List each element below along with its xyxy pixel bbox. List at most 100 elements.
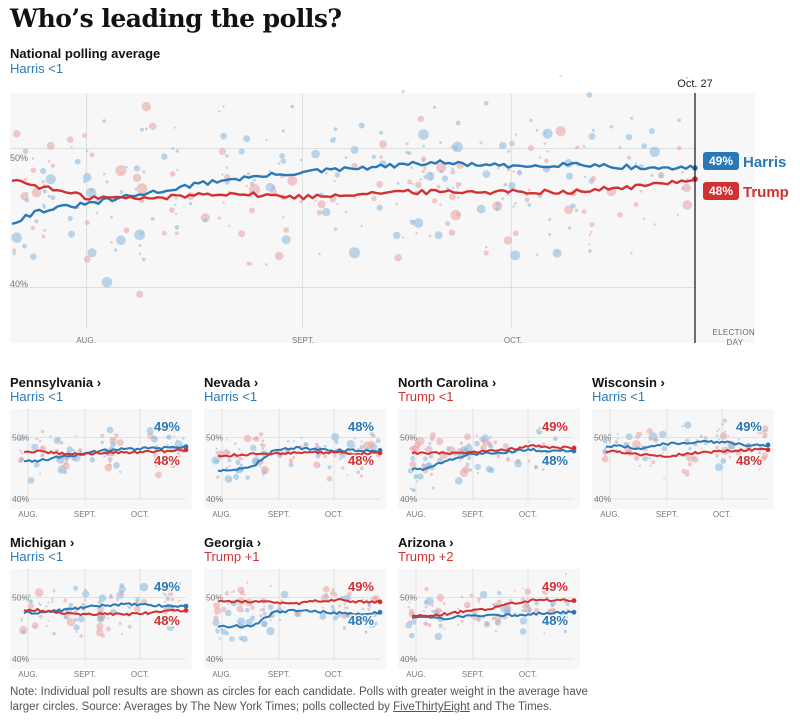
national-heading: National polling average xyxy=(10,46,161,61)
state-title-michigan[interactable]: Michigan › xyxy=(10,535,75,550)
trump-poll-dot xyxy=(19,625,28,635)
state-title-georgia[interactable]: Georgia › xyxy=(204,535,262,550)
state-title-north-carolina[interactable]: North Carolina › xyxy=(398,375,497,390)
harris-poll-dot xyxy=(139,230,144,235)
harris-poll-dot xyxy=(688,446,692,451)
trump-poll-dot xyxy=(59,470,62,473)
harris-poll-dot xyxy=(344,156,348,159)
x-tick-oct: OCT. xyxy=(713,510,731,519)
trump-poll-dot xyxy=(538,426,541,429)
harris-poll-dot xyxy=(488,467,495,474)
harris-poll-dot xyxy=(439,169,443,174)
x-tick-aug: AUG. xyxy=(76,336,96,345)
fivethirtyeight-link[interactable]: FiveThirtyEight xyxy=(393,701,470,713)
harris-poll-dot xyxy=(630,116,634,120)
y-tick-40: 40% xyxy=(400,654,417,664)
state-chart-north-carolina: 50% 40% AUG. SEPT. OCT. 48% 49% xyxy=(398,409,580,519)
trump-poll-dot xyxy=(353,445,356,448)
harris-poll-dot xyxy=(119,470,122,474)
trump-poll-dot xyxy=(663,477,666,480)
harris-poll-dot xyxy=(602,438,608,444)
harris-poll-dot xyxy=(109,460,112,463)
x-tick-oct: OCT. xyxy=(504,336,522,345)
trump-poll-dot xyxy=(469,593,474,598)
trump-poll-dot xyxy=(362,598,364,601)
harris-poll-dot xyxy=(527,440,531,443)
trump-poll-dot xyxy=(432,198,438,204)
harris-poll-dot xyxy=(364,630,368,634)
harris-poll-dot xyxy=(535,128,539,132)
trump-poll-dot xyxy=(250,605,255,610)
harris-poll-dot xyxy=(238,148,245,155)
x-tick-aug: AUG. xyxy=(18,670,38,679)
trump-poll-dot xyxy=(258,432,264,437)
harris-poll-dot xyxy=(721,434,724,437)
harris-poll-dot xyxy=(47,601,50,604)
harris-poll-dot xyxy=(500,604,509,614)
y-tick-40: 40% xyxy=(594,494,611,504)
trump-poll-dot xyxy=(234,442,237,445)
trump-poll-dot xyxy=(457,607,460,610)
harris-poll-dot xyxy=(350,145,359,154)
election-day-line2: DAY xyxy=(727,338,744,347)
harris-poll-dot xyxy=(39,603,42,606)
harris-poll-dot xyxy=(82,590,90,598)
trump-poll-dot xyxy=(326,476,333,482)
harris-poll-dot xyxy=(342,626,346,630)
trump-poll-dot xyxy=(174,212,178,216)
trump-poll-dot xyxy=(429,436,435,442)
state-title-pennsylvania[interactable]: Pennsylvania › xyxy=(10,375,102,390)
trump-poll-dot xyxy=(476,471,480,475)
harris-poll-dot xyxy=(174,203,177,207)
harris-poll-dot xyxy=(334,440,339,445)
trump-poll-dot xyxy=(123,227,130,234)
trump-poll-dot xyxy=(424,586,429,592)
harris-poll-dot xyxy=(134,165,141,172)
trump-poll-dot xyxy=(522,587,525,590)
trump-poll-dot xyxy=(169,207,175,213)
trump-poll-dot xyxy=(228,224,231,227)
trump-poll-dot xyxy=(240,452,243,454)
harris-poll-dot xyxy=(396,182,400,185)
harris-poll-dot xyxy=(18,435,25,441)
harris-poll-dot xyxy=(559,75,562,77)
harris-poll-dot xyxy=(337,613,342,618)
harris-poll-dot xyxy=(430,466,435,471)
trump-poll-dot xyxy=(588,233,592,236)
trump-poll-dot xyxy=(162,615,166,618)
trump-poll-dot xyxy=(590,230,593,234)
trump-poll-dot xyxy=(436,162,447,173)
trump-poll-dot xyxy=(70,146,73,149)
trump-poll-dot xyxy=(508,598,512,602)
harris-poll-dot xyxy=(259,614,263,618)
trump-poll-dot xyxy=(365,590,368,593)
harris-poll-dot xyxy=(424,622,428,625)
harris-poll-dot xyxy=(474,463,481,471)
trump-poll-dot xyxy=(89,152,95,158)
trump-poll-dot xyxy=(415,232,418,235)
trump-poll-dot xyxy=(459,441,464,446)
state-title-wisconsin[interactable]: Wisconsin › xyxy=(592,375,665,390)
harris-poll-dot xyxy=(512,205,515,208)
trump-poll-dot xyxy=(524,588,532,595)
y-tick-50: 50% xyxy=(400,593,417,603)
trump-poll-dot xyxy=(323,586,330,593)
trump-poll-dot xyxy=(253,436,260,442)
harris-poll-dot xyxy=(21,452,24,455)
harris-poll-dot xyxy=(720,458,727,464)
trump-poll-dot xyxy=(38,614,43,619)
harris-poll-dot xyxy=(139,582,149,592)
harris-poll-dot xyxy=(225,466,229,470)
harris-poll-dot xyxy=(41,453,45,457)
state-title-arizona[interactable]: Arizona › xyxy=(398,535,454,550)
harris-poll-dot xyxy=(81,603,86,608)
trump-poll-dot xyxy=(502,443,509,449)
harris-poll-dot xyxy=(457,623,460,626)
harris-poll-dot xyxy=(349,247,360,259)
harris-poll-dot xyxy=(359,444,365,450)
state-title-nevada[interactable]: Nevada › xyxy=(204,375,259,390)
harris-poll-dot xyxy=(261,607,266,612)
trump-poll-dot xyxy=(221,606,227,612)
harris-poll-dot xyxy=(422,464,425,466)
trump-poll-dot xyxy=(63,598,68,603)
